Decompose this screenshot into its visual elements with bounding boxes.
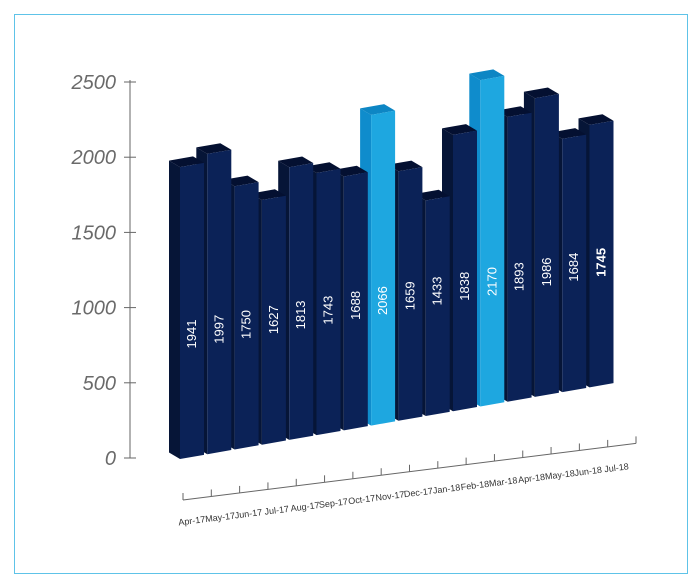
- x-tick-label: Jan-18: [432, 482, 461, 495]
- bar: [289, 163, 314, 440]
- y-tick-label: 1500: [72, 222, 117, 244]
- x-tick-label: Dec-17: [403, 486, 433, 499]
- value-label: 1838: [457, 272, 472, 301]
- bar-top: [551, 128, 587, 139]
- y-tick-label: 2000: [71, 147, 117, 169]
- bar-top: [442, 124, 477, 135]
- bar: [343, 172, 368, 431]
- x-tick-label: Mar-18: [488, 475, 518, 488]
- bar: [507, 112, 532, 402]
- x-tick-label: Oct-17: [348, 493, 376, 506]
- bar-top: [250, 189, 286, 200]
- value-label: 1941: [184, 320, 199, 349]
- value-label: 2066: [375, 286, 390, 315]
- bar: [371, 110, 396, 426]
- x-tick-label: Jun-17: [234, 507, 263, 520]
- bar-top: [332, 165, 368, 177]
- x-tick-label: Jun-18: [574, 465, 603, 478]
- bar-top: [305, 162, 341, 173]
- bar: [398, 167, 423, 421]
- value-label: 1433: [430, 277, 445, 306]
- x-tick-label: Feb-18: [460, 479, 490, 492]
- bar-top: [196, 143, 232, 154]
- bar-top: [578, 114, 614, 125]
- bar: [453, 130, 477, 412]
- value-label: 2170: [484, 267, 499, 296]
- x-tick-label: May-18: [544, 468, 575, 482]
- x-tick-label: Aug-17: [290, 500, 320, 513]
- bar-top: [278, 156, 314, 168]
- bar: [589, 120, 614, 388]
- bar-top: [414, 189, 450, 201]
- bar-top: [387, 160, 423, 172]
- bar: [480, 75, 505, 407]
- y-tick-label: 2500: [71, 72, 117, 94]
- value-label: 1743: [321, 296, 336, 325]
- value-label: 1986: [539, 257, 554, 286]
- x-tick-label: Apr-18: [518, 472, 546, 485]
- bar: [261, 195, 286, 445]
- x-tick-label: Nov-17: [375, 489, 405, 502]
- x-tick-label: Jul-18: [604, 461, 630, 474]
- value-label: 1688: [348, 291, 363, 320]
- value-label: 1745: [594, 248, 609, 277]
- x-tick-label: Apr-17: [178, 514, 206, 527]
- bar: [534, 94, 559, 397]
- y-tick-label: 500: [83, 373, 116, 395]
- value-label: 1893: [512, 262, 527, 291]
- value-label: 1627: [266, 305, 281, 334]
- bar-top: [523, 87, 559, 99]
- bar-side: [169, 160, 180, 460]
- value-label: 1997: [211, 315, 226, 344]
- bar: [316, 168, 341, 436]
- bar-top: [496, 106, 532, 117]
- y-tick-label: 1000: [72, 298, 117, 320]
- x-tick-label: Jul-17: [264, 504, 290, 517]
- x-tick-label: May-17: [205, 511, 236, 525]
- value-label: 1659: [402, 281, 417, 310]
- bar: [234, 182, 259, 450]
- value-label: 1813: [293, 300, 308, 329]
- y-tick-label: 0: [105, 448, 116, 470]
- bar: [180, 162, 204, 460]
- bar: [562, 134, 587, 393]
- bar: [425, 196, 450, 417]
- value-label: 1750: [239, 310, 254, 339]
- bar-top: [469, 69, 505, 81]
- bar-top: [360, 104, 396, 115]
- bar-top: [169, 156, 204, 168]
- bar: [207, 149, 232, 455]
- x-tick-label: Sep-17: [318, 496, 348, 509]
- value-label: 1684: [566, 253, 581, 282]
- bar-top: [223, 175, 259, 187]
